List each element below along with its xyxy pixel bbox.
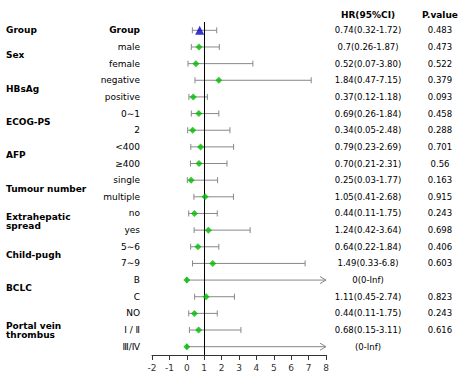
- svg-text:5: 5: [271, 363, 277, 373]
- svg-text:0.74(0.32-1.72): 0.74(0.32-1.72): [335, 25, 401, 35]
- svg-text:multiple: multiple: [103, 192, 140, 202]
- svg-text:1.84(0.47-7.15): 1.84(0.47-7.15): [335, 75, 401, 85]
- svg-text:2: 2: [219, 363, 225, 373]
- svg-text:0.163: 0.163: [428, 175, 452, 185]
- svg-text:P.value: P.value: [422, 10, 458, 20]
- svg-text:0.44(0.11-1.75): 0.44(0.11-1.75): [335, 308, 401, 318]
- svg-text:thrombus: thrombus: [6, 330, 55, 340]
- svg-text:Ⅲ/Ⅳ: Ⅲ/Ⅳ: [122, 342, 140, 352]
- svg-text:1.05(0.41-2.68): 1.05(0.41-2.68): [335, 192, 401, 202]
- svg-text:Tumour number: Tumour number: [6, 184, 87, 194]
- svg-text:-2: -2: [148, 363, 157, 373]
- svg-text:negative: negative: [101, 75, 141, 85]
- svg-text:HR(95%CI): HR(95%CI): [341, 10, 395, 20]
- svg-text:I / Ⅱ: I / Ⅱ: [124, 325, 140, 335]
- svg-text:Child-pugh: Child-pugh: [6, 250, 61, 260]
- svg-text:BCLC: BCLC: [6, 283, 32, 293]
- svg-text:3: 3: [236, 363, 242, 373]
- svg-text:0.379: 0.379: [428, 75, 452, 85]
- svg-text:-1: -1: [165, 363, 174, 373]
- svg-text:0.093: 0.093: [428, 92, 452, 102]
- svg-text:1.49(0.33-6.8): 1.49(0.33-6.8): [337, 258, 398, 268]
- svg-text:5∼6: 5∼6: [121, 242, 140, 252]
- svg-text:HBsAg: HBsAg: [6, 84, 39, 94]
- svg-text:B: B: [134, 275, 140, 285]
- svg-text:female: female: [109, 59, 140, 69]
- svg-text:Sex: Sex: [6, 50, 25, 60]
- svg-text:1: 1: [201, 363, 207, 373]
- svg-text:0.25(0.03-1.77): 0.25(0.03-1.77): [335, 175, 401, 185]
- svg-text:0.56: 0.56: [431, 159, 450, 169]
- svg-text:≥400: ≥400: [115, 159, 140, 169]
- svg-text:1.24(0.42-3.64): 1.24(0.42-3.64): [335, 225, 401, 235]
- svg-text:Extrahepatic: Extrahepatic: [6, 212, 71, 223]
- svg-text:0.70(0.21-2.31): 0.70(0.21-2.31): [335, 159, 401, 169]
- svg-text:0.915: 0.915: [428, 192, 452, 202]
- svg-text:4: 4: [254, 363, 260, 373]
- svg-text:2: 2: [134, 125, 140, 135]
- svg-text:0(0-Inf): 0(0-Inf): [352, 275, 383, 285]
- svg-text:Group: Group: [109, 25, 140, 35]
- svg-text:0.79(0.23-2.69): 0.79(0.23-2.69): [335, 142, 401, 152]
- svg-text:0.243: 0.243: [428, 308, 452, 318]
- svg-text:Group: Group: [6, 25, 37, 35]
- svg-text:0.473: 0.473: [428, 42, 452, 52]
- svg-text:no: no: [129, 208, 141, 218]
- svg-text:positive: positive: [105, 92, 141, 102]
- svg-text:0.243: 0.243: [428, 208, 452, 218]
- svg-text:0.44(0.11-1.75): 0.44(0.11-1.75): [335, 208, 401, 218]
- svg-text:spread: spread: [6, 221, 41, 231]
- svg-text:0.522: 0.522: [428, 59, 452, 69]
- svg-text:0.823: 0.823: [428, 292, 452, 302]
- svg-text:(0-Inf): (0-Inf): [355, 342, 381, 352]
- svg-text:0.64(0.22-1.84): 0.64(0.22-1.84): [335, 242, 401, 252]
- svg-text:0.34(0.05-2.48): 0.34(0.05-2.48): [335, 125, 401, 135]
- svg-text:0: 0: [184, 363, 190, 373]
- svg-text:0.458: 0.458: [428, 109, 452, 119]
- svg-text:0∼1: 0∼1: [121, 109, 140, 119]
- svg-text:0.69(0.26-1.84): 0.69(0.26-1.84): [335, 109, 401, 119]
- svg-text:C: C: [134, 292, 140, 302]
- svg-text:7: 7: [306, 363, 312, 373]
- svg-text:0.616: 0.616: [428, 325, 452, 335]
- svg-text:<400: <400: [115, 142, 140, 152]
- svg-text:NO: NO: [126, 308, 140, 318]
- svg-text:yes: yes: [124, 225, 140, 235]
- svg-text:male: male: [118, 42, 141, 52]
- svg-text:0.7(0.26-1.87): 0.7(0.26-1.87): [337, 42, 398, 52]
- svg-text:0.701: 0.701: [428, 142, 452, 152]
- svg-text:0.603: 0.603: [428, 258, 452, 268]
- svg-text:0.483: 0.483: [428, 25, 452, 35]
- svg-text:6: 6: [288, 363, 294, 373]
- svg-text:0.68(0.15-3.11): 0.68(0.15-3.11): [335, 325, 401, 335]
- svg-text:1.11(0.45-2.74): 1.11(0.45-2.74): [335, 292, 401, 302]
- svg-text:0.288: 0.288: [428, 125, 452, 135]
- svg-text:7∼9: 7∼9: [121, 258, 140, 268]
- svg-text:Portal vein: Portal vein: [6, 320, 62, 331]
- svg-text:8: 8: [323, 363, 329, 373]
- svg-text:0.37(0.12-1.18): 0.37(0.12-1.18): [335, 92, 401, 102]
- svg-text:single: single: [113, 175, 140, 185]
- svg-text:0.698: 0.698: [428, 225, 452, 235]
- svg-text:AFP: AFP: [6, 150, 26, 160]
- svg-text:0.406: 0.406: [428, 242, 452, 252]
- svg-text:0.52(0.07-3.80): 0.52(0.07-3.80): [335, 59, 401, 69]
- svg-text:ECOG-PS: ECOG-PS: [6, 117, 51, 127]
